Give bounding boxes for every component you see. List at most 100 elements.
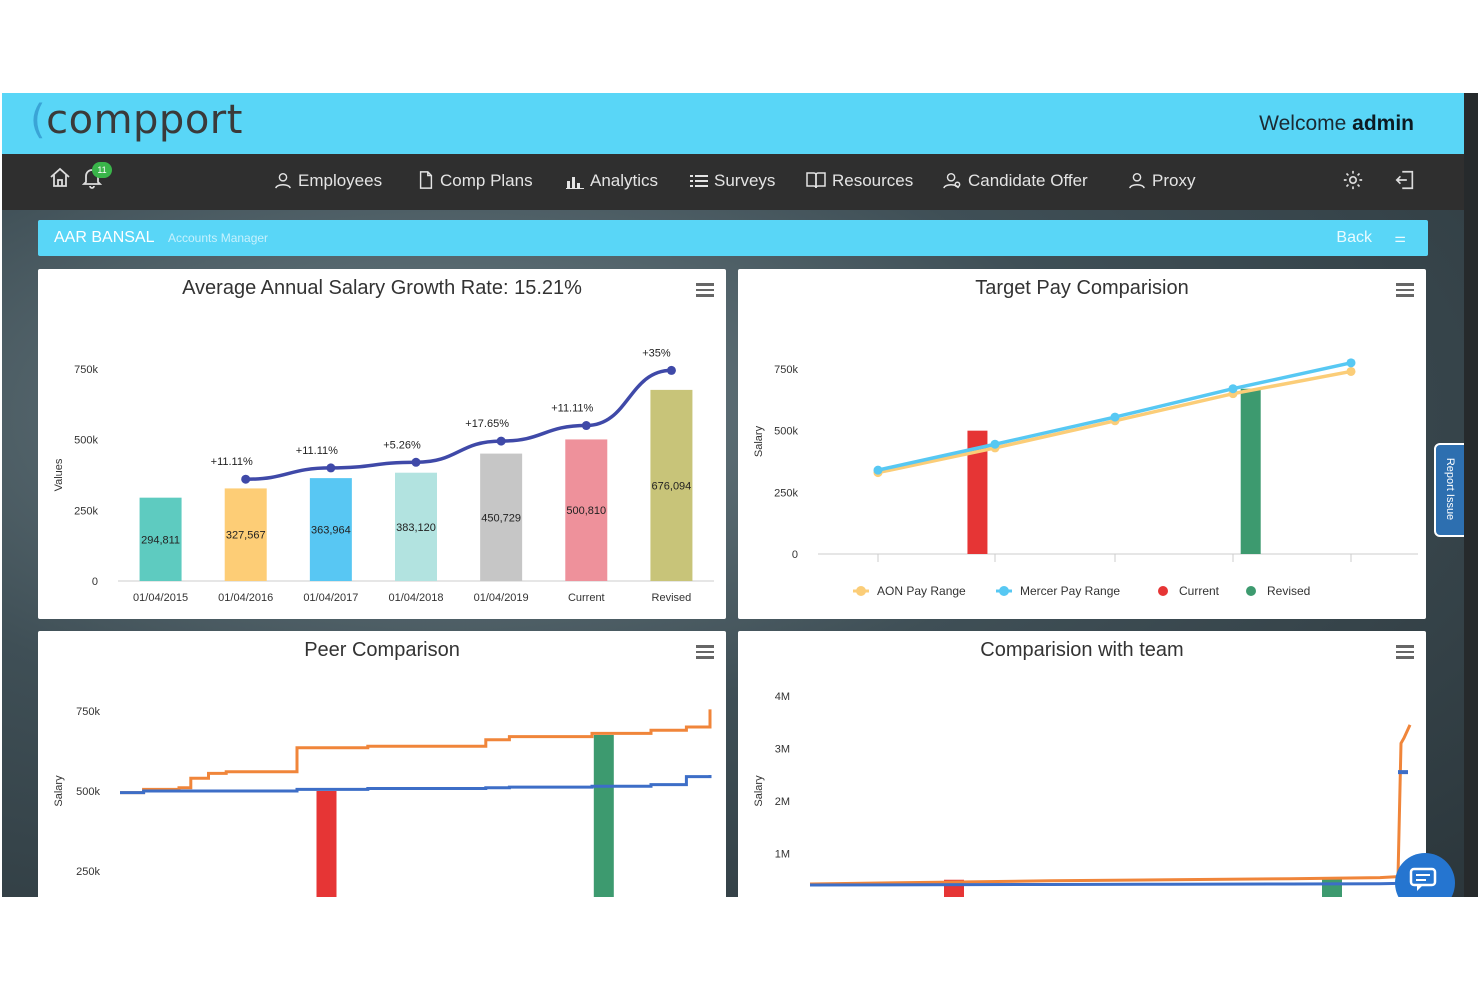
nav-employees[interactable]: Employees [274, 171, 382, 191]
y-axis-label: Values [53, 458, 65, 491]
employee-role: Accounts Manager [168, 231, 269, 245]
target-pay-chart: 0 250k 500k 750k Salary AON Pay Range Mercer P… [753, 358, 1418, 598]
salary-growth-panel: Average Annual Salary Growth Rate: 15.21… [38, 269, 726, 619]
welcome-user[interactable]: admin [1352, 112, 1414, 135]
growth-point [496, 436, 506, 446]
legend-swatch [856, 586, 866, 596]
chat-icon [1409, 867, 1437, 891]
user-icon [1129, 172, 1145, 189]
welcome-message: Welcome admin [1259, 112, 1414, 136]
growth-point [241, 474, 251, 484]
bar-Revised [650, 389, 693, 581]
document-icon [419, 171, 433, 189]
bar-value-label: 363,964 [311, 525, 351, 537]
peer-bar [316, 791, 337, 897]
bar-value-label: 500,810 [566, 505, 606, 517]
series-point [1110, 412, 1120, 422]
growth-line [245, 368, 672, 481]
bar-01/04/2015 [139, 497, 182, 581]
legend-item: Mercer Pay Range [1020, 584, 1120, 598]
nav-comp-plans[interactable]: Comp Plans [418, 171, 533, 191]
growth-label: +11.11% [296, 445, 338, 457]
chat-button[interactable] [1395, 853, 1455, 897]
team-series-line [809, 724, 1412, 886]
nav-resources-label: Resources [832, 171, 914, 190]
legend-item: AON Pay Range [877, 584, 966, 598]
top-header: (compport Welcome admin [2, 93, 1464, 154]
bar-01/04/2018 [395, 472, 437, 581]
legend-swatch [999, 586, 1009, 596]
bar-01/04/2017 [309, 478, 352, 581]
x-tick-label: 01/04/2016 [218, 592, 273, 604]
gear-icon[interactable] [1342, 169, 1364, 197]
y-tick-label: 2M [775, 796, 790, 808]
nav-comp-plans-label: Comp Plans [440, 171, 533, 190]
bar-01/04/2016 [224, 488, 267, 581]
peer-series-line [120, 709, 712, 795]
nav-analytics[interactable]: Analytics [566, 171, 658, 191]
hamburger-menu-icon[interactable] [1396, 283, 1414, 297]
salary-growth-title: Average Annual Salary Growth Rate: 15.21… [182, 277, 582, 299]
growth-point [326, 463, 336, 473]
series-point [1346, 358, 1356, 368]
y-axis-label: Salary [753, 425, 765, 457]
team-comparison-chart: 1M 2M 3M 4M Salary [753, 691, 1412, 897]
nav-candidate-offer-label: Candidate Offer [968, 171, 1088, 190]
user-icon [275, 172, 291, 189]
back-arrow-icon[interactable]: ⚌ [1394, 230, 1406, 245]
nav-proxy[interactable]: Proxy [1128, 171, 1195, 191]
y-tick-label: 750k [774, 364, 798, 376]
legend-swatch [1246, 586, 1256, 596]
nav-employees-label: Employees [298, 171, 383, 190]
peer-comparison-panel: Peer Comparison 250k 500k 750k Salary [38, 631, 726, 897]
y-tick-label: 0 [92, 576, 98, 588]
salary-growth-chart: 0 250k 500k 750k Values 294,811 01/04/2015 327,… [53, 347, 714, 604]
growth-label: +35% [642, 347, 671, 359]
series-point [1228, 384, 1238, 394]
team-series-line [809, 881, 1401, 887]
y-tick-label: 500k [774, 426, 798, 438]
legend-item: Current [1179, 584, 1220, 598]
hamburger-menu-icon[interactable] [696, 645, 714, 659]
nav-analytics-label: Analytics [590, 171, 659, 190]
compport-logo[interactable]: (compport [30, 97, 243, 143]
target-pay-title: Target Pay Comparision [975, 277, 1189, 299]
x-tick-label: 01/04/2015 [133, 592, 188, 604]
y-axis-label: Salary [753, 775, 765, 807]
bar-Current [565, 439, 608, 581]
scrollbar-track[interactable] [1464, 93, 1478, 897]
report-issue-tab[interactable]: Report Issue [1434, 443, 1468, 537]
bar-01/04/2019 [480, 453, 523, 581]
x-tick-label: 01/04/2017 [303, 592, 358, 604]
nav-resources[interactable]: Resources [806, 171, 913, 191]
book-icon [806, 172, 826, 189]
nav-surveys[interactable]: Surveys [690, 171, 775, 191]
y-tick-label: 0 [792, 549, 798, 561]
app-window: (compport Welcome admin 11 Employees Com… [2, 93, 1478, 897]
hamburger-menu-icon[interactable] [1396, 645, 1414, 659]
welcome-prefix: Welcome [1259, 112, 1347, 135]
bar-chart-icon [566, 177, 584, 189]
home-icon[interactable] [48, 166, 72, 196]
legend-item: Revised [1267, 584, 1310, 598]
nav-candidate-offer[interactable]: Candidate Offer [942, 171, 1088, 191]
notification-badge[interactable]: 11 [92, 162, 112, 178]
main-nav: 11 Employees Comp Plans Analytics Survey… [2, 154, 1464, 210]
y-tick-label: 1M [775, 849, 790, 861]
logout-icon[interactable] [1394, 169, 1416, 197]
bar-value-label: 450,729 [481, 512, 521, 524]
bar-value-label: 327,567 [226, 530, 266, 542]
growth-point [411, 457, 421, 467]
y-tick-label: 250k [74, 505, 98, 517]
series-point [1346, 366, 1356, 376]
target-pay-panel: Target Pay Comparision 0 250k 500k 750k Sala… [738, 269, 1426, 619]
peer-series-line [120, 775, 712, 795]
growth-label: +11.11% [211, 456, 253, 468]
nav-surveys-label: Surveys [714, 171, 776, 190]
back-link[interactable]: Back [1336, 229, 1372, 246]
growth-label: +17.65% [465, 418, 509, 430]
employee-name: AAR BANSAL [54, 229, 155, 246]
bar-current [967, 430, 988, 554]
peer-bar [593, 735, 614, 897]
hamburger-menu-icon[interactable] [696, 283, 714, 297]
